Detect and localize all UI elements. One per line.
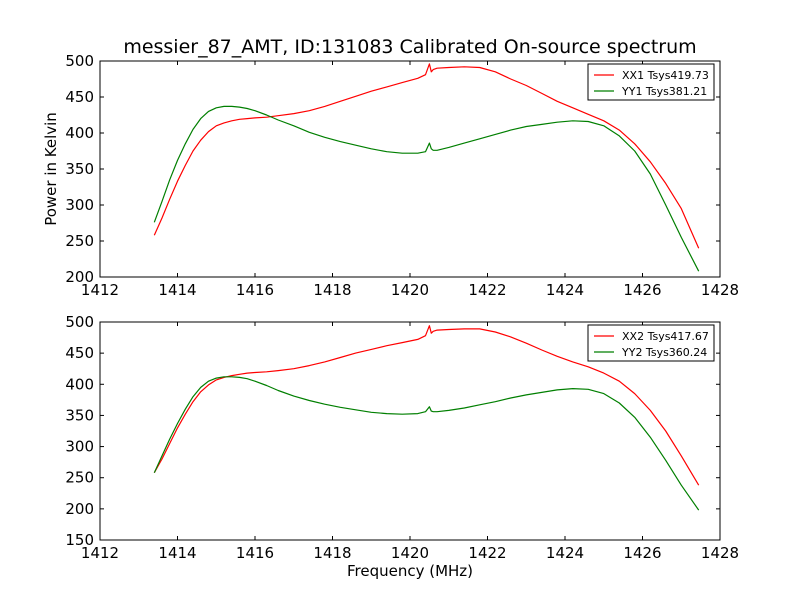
legend: XX2 Tsys417.67 YY2 Tsys360.24 bbox=[587, 324, 715, 362]
x-axis-label: Frequency (MHz) bbox=[347, 562, 473, 580]
x-tick-label: 1420 bbox=[391, 544, 429, 562]
chart-bottom: Frequency (MHz) 1412 1414 1416 1418 1420 1422… bbox=[65, 313, 739, 580]
y-tick-label: 250 bbox=[65, 469, 94, 487]
legend-entry: YY1 Tsys381.21 bbox=[621, 85, 707, 98]
series-line-1 bbox=[153, 63, 700, 249]
y-tick-label: 350 bbox=[65, 406, 94, 424]
series-line-2 bbox=[153, 105, 700, 272]
x-tick-label: 1416 bbox=[236, 281, 274, 299]
x-tick-label: 1414 bbox=[158, 281, 196, 299]
x-tick-label: 1412 bbox=[81, 281, 119, 299]
legend-entry: YY2 Tsys360.24 bbox=[621, 346, 707, 359]
x-tick-label: 1422 bbox=[468, 544, 506, 562]
x-tick-label: 1422 bbox=[468, 281, 506, 299]
legend-entry: XX2 Tsys417.67 bbox=[622, 330, 709, 343]
y-tick-label: 400 bbox=[65, 124, 94, 142]
legend: XX1 Tsys419.73 YY1 Tsys381.21 bbox=[587, 63, 715, 101]
y-tick-label: 500 bbox=[65, 52, 94, 70]
x-tick-label: 1416 bbox=[236, 544, 274, 562]
x-tick-label: 1412 bbox=[81, 544, 119, 562]
x-tick-label: 1428 bbox=[701, 281, 739, 299]
chart-top: messier_87_AMT, ID:131083 Calibrated On-… bbox=[42, 36, 739, 299]
y-tick-label: 300 bbox=[65, 438, 94, 456]
x-tick-label: 1424 bbox=[546, 281, 584, 299]
y-tick-label: 200 bbox=[65, 268, 94, 286]
y-tick-label: 350 bbox=[65, 160, 94, 178]
chart-title: messier_87_AMT, ID:131083 Calibrated On-… bbox=[123, 36, 696, 58]
x-tick-label: 1424 bbox=[546, 544, 584, 562]
x-tick-label: 1418 bbox=[313, 281, 351, 299]
legend-box bbox=[587, 63, 715, 101]
y-tick-label: 450 bbox=[65, 344, 94, 362]
series-line-1 bbox=[153, 325, 700, 486]
y-tick-label: 250 bbox=[65, 232, 94, 250]
y-tick-label: 200 bbox=[65, 500, 94, 518]
x-tick-label: 1420 bbox=[391, 281, 429, 299]
legend-box bbox=[587, 324, 715, 362]
y-tick-label: 500 bbox=[65, 313, 94, 331]
x-tick-label: 1418 bbox=[313, 544, 351, 562]
x-tick-label: 1426 bbox=[623, 544, 661, 562]
x-tick-label: 1426 bbox=[623, 281, 661, 299]
x-tick-label: 1428 bbox=[701, 544, 739, 562]
x-tick-label: 1414 bbox=[158, 544, 196, 562]
legend-entry: XX1 Tsys419.73 bbox=[622, 69, 709, 82]
y-tick-label: 300 bbox=[65, 196, 94, 214]
y-tick-label: 400 bbox=[65, 375, 94, 393]
y-tick-label: 450 bbox=[65, 88, 94, 106]
y-axis-label: Power in Kelvin bbox=[42, 112, 60, 226]
y-tick-label: 150 bbox=[65, 531, 94, 549]
series-line-2 bbox=[153, 376, 700, 511]
